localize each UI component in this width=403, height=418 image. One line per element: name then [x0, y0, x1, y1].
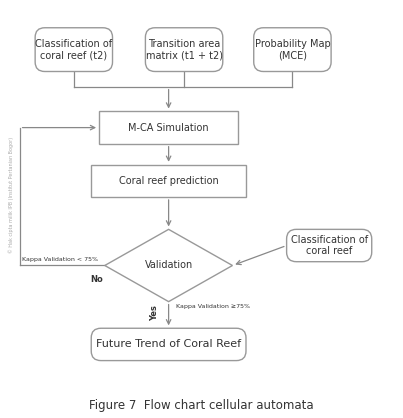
Text: Validation: Validation	[145, 260, 193, 270]
Text: Classification of
coral reef: Classification of coral reef	[291, 235, 368, 256]
Text: Kappa Validation < 75%: Kappa Validation < 75%	[22, 257, 98, 263]
Text: M-CA Simulation: M-CA Simulation	[128, 122, 209, 133]
Text: Future Trend of Coral Reef: Future Trend of Coral Reef	[96, 339, 241, 349]
FancyBboxPatch shape	[35, 28, 112, 71]
FancyBboxPatch shape	[99, 112, 238, 144]
Text: Kappa Validation ≥75%: Kappa Validation ≥75%	[177, 303, 250, 308]
Text: Yes: Yes	[151, 306, 160, 321]
FancyBboxPatch shape	[145, 28, 223, 71]
Text: © Hak cipta milik IPB (Institut Pertanian Bogor): © Hak cipta milik IPB (Institut Pertania…	[8, 137, 14, 253]
Text: Classification of
coral reef (t2): Classification of coral reef (t2)	[35, 39, 112, 61]
Polygon shape	[105, 229, 233, 302]
Text: Transition area
matrix (t1 + t2): Transition area matrix (t1 + t2)	[145, 39, 222, 61]
Text: No: No	[90, 275, 103, 284]
FancyBboxPatch shape	[91, 328, 246, 361]
FancyBboxPatch shape	[254, 28, 331, 71]
FancyBboxPatch shape	[91, 165, 246, 197]
Text: Coral reef prediction: Coral reef prediction	[119, 176, 218, 186]
Text: Probability Map
(MCE): Probability Map (MCE)	[255, 39, 330, 61]
FancyBboxPatch shape	[287, 229, 372, 262]
Text: Figure 7  Flow chart cellular automata: Figure 7 Flow chart cellular automata	[89, 399, 314, 412]
